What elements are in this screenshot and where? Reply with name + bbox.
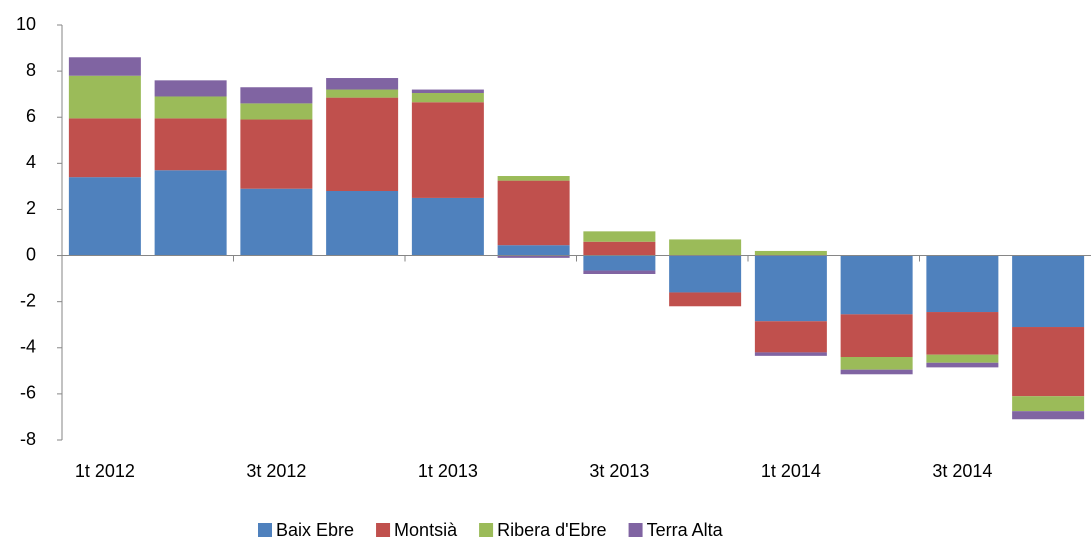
- y-tick-label: 0: [26, 244, 36, 264]
- bar-segment: [68, 118, 141, 178]
- bar-segment: [154, 170, 227, 256]
- x-tick-label: 3t 2012: [246, 461, 306, 481]
- bar-segment: [240, 87, 313, 104]
- bar-segment: [68, 177, 141, 256]
- bar-segment: [240, 103, 313, 120]
- legend-swatch: [376, 523, 391, 537]
- legend-label: Montsià: [394, 520, 458, 540]
- bar-segment: [497, 255, 570, 258]
- y-tick-label: -8: [20, 429, 36, 449]
- y-tick-label: -2: [20, 290, 36, 310]
- bar-segment: [1012, 327, 1085, 397]
- bar-segment: [840, 357, 913, 370]
- x-tick-label: 1t 2013: [418, 461, 478, 481]
- legend-swatch: [258, 523, 272, 537]
- legend-swatch: [479, 523, 494, 537]
- y-tick-label: 4: [26, 152, 36, 172]
- bar-segment: [326, 78, 399, 90]
- bar-segment: [497, 176, 570, 181]
- y-tick-label: 10: [16, 14, 36, 34]
- x-tick-label: 1t 2014: [761, 461, 821, 481]
- bar-segment: [154, 96, 227, 119]
- bar-segment: [240, 188, 313, 256]
- y-tick-label: -4: [20, 337, 36, 357]
- bar-segment: [926, 354, 999, 363]
- bar-segment: [68, 57, 141, 76]
- bar-segment: [583, 231, 656, 242]
- bar-segment: [1012, 255, 1085, 328]
- x-tick-label: 3t 2013: [589, 461, 649, 481]
- bar-segment: [926, 362, 999, 368]
- bar-segment: [1012, 396, 1085, 412]
- bar-segment: [840, 369, 913, 375]
- bar-segment: [154, 80, 227, 97]
- bar-segment: [583, 255, 656, 271]
- bar-segment: [411, 93, 484, 103]
- bar-segment: [1012, 411, 1085, 420]
- bar-segment: [583, 270, 656, 274]
- bar-segment: [326, 97, 399, 191]
- x-tick-label: 1t 2012: [75, 461, 135, 481]
- bar-segment: [583, 241, 656, 256]
- bar-segment: [669, 255, 742, 293]
- y-tick-label: 6: [26, 106, 36, 126]
- y-tick-label: 8: [26, 60, 36, 80]
- bar-segment: [754, 352, 827, 356]
- bar-segment: [840, 255, 913, 315]
- legend-swatch: [628, 523, 643, 537]
- legend-label: Terra Alta: [647, 520, 724, 540]
- bar-segment: [68, 75, 141, 119]
- bar-segment: [326, 191, 399, 256]
- bar-segment: [754, 255, 827, 322]
- bar-segment: [497, 245, 570, 256]
- bar-segment: [926, 255, 999, 313]
- bar-segment: [840, 314, 913, 357]
- bar-segment: [411, 197, 484, 256]
- bar-segment: [754, 321, 827, 353]
- y-tick-label: -6: [20, 383, 36, 403]
- bar-segment: [240, 119, 313, 189]
- bar-segment: [411, 102, 484, 198]
- bar-segment: [669, 292, 742, 307]
- bar-segment: [326, 89, 399, 98]
- bar-segment: [154, 118, 227, 171]
- bar-segment: [669, 239, 742, 256]
- bar-segment: [411, 89, 484, 94]
- y-tick-label: 2: [26, 198, 36, 218]
- legend-label: Ribera d'Ebre: [497, 520, 607, 540]
- bar-segment: [497, 180, 570, 246]
- bar-segment: [926, 312, 999, 355]
- legend-label: Baix Ebre: [276, 520, 354, 540]
- x-tick-label: 3t 2014: [932, 461, 992, 481]
- bar-segment: [754, 250, 827, 256]
